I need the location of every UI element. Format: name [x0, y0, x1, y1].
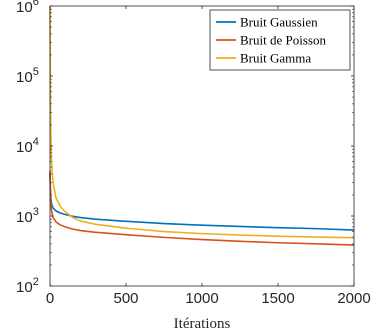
x-tick-label-2: 1000: [185, 290, 218, 307]
y-tick-label-0: 102: [16, 276, 39, 296]
y-tick-label-4: 106: [16, 0, 39, 16]
y-tick-label-2: 104: [16, 136, 39, 156]
y-ticks: 102 103 104 105 106: [16, 0, 354, 296]
y-tick-label-1: 103: [16, 206, 39, 226]
x-tick-label-4: 2000: [337, 290, 370, 307]
legend-label-2: Bruit Gamma: [240, 51, 311, 66]
legend-label-0: Bruit Gaussien: [240, 15, 318, 30]
legend: Bruit Gaussien Bruit de Poisson Bruit Gamm…: [209, 9, 351, 71]
series-line-1: [49, 170, 355, 246]
x-axis-label: Itérations: [174, 316, 231, 332]
legend-label-1: Bruit de Poisson: [240, 33, 326, 48]
x-ticks: 0 500 1000 1500 2000: [46, 6, 371, 307]
y-tick-label-3: 105: [16, 66, 39, 86]
x-tick-label-1: 500: [113, 290, 138, 307]
x-tick-label-3: 1500: [261, 290, 294, 307]
x-tick-label-0: 0: [46, 290, 54, 307]
